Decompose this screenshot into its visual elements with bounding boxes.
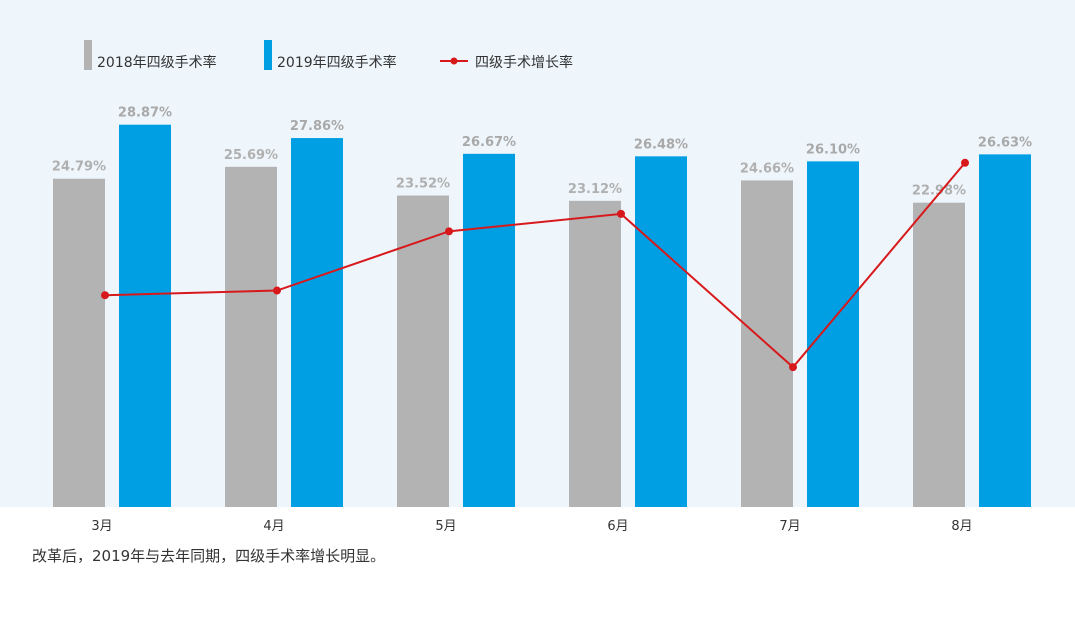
bar-2018-2 (225, 166, 277, 507)
bar-2019-3 (463, 153, 515, 508)
bar-2019-4 (635, 156, 687, 507)
x-axis-ticks: 3月 4月 5月 6月 7月 8月 (91, 519, 972, 534)
bar-2018-4 (569, 200, 621, 507)
x-tick-label: 8月 (951, 519, 972, 534)
data-label-2019-4: 26.48% (634, 137, 688, 152)
bar-2019-2 (291, 138, 343, 508)
growth-point-4 (617, 209, 625, 218)
bar-2018-1 (53, 178, 105, 507)
bar-2019-1 (119, 124, 171, 507)
data-label-2018-4: 23.12% (568, 182, 622, 197)
growth-point-5 (789, 363, 797, 372)
data-label-2019-6: 26.63% (978, 135, 1032, 150)
bars (53, 124, 1031, 508)
data-label-2019-5: 26.10% (806, 142, 860, 157)
growth-line (101, 158, 969, 372)
growth-line-path (104, 162, 966, 369)
bar-2018-6 (913, 202, 965, 507)
bar-2018-3 (397, 195, 449, 507)
legend-label-2018: 2018年四级手术率 (97, 54, 217, 71)
legend-marker-growth (450, 57, 458, 65)
legend: 2018年四级手术率 2019年四级手术率 四级手术增长率 (84, 40, 573, 71)
caption: 改革后，2019年与去年同期，四级手术率增长明显。 (32, 547, 386, 565)
data-label-2019-2: 27.86% (290, 119, 344, 134)
bar-2019-5 (807, 161, 859, 507)
legend-swatch-2019 (264, 40, 272, 70)
data-label-2019-1: 28.87% (118, 106, 172, 121)
data-label-2019-3: 26.67% (462, 135, 516, 150)
growth-point-1 (101, 291, 109, 300)
data-label-2018-1: 24.79% (52, 160, 106, 175)
x-tick-label: 7月 (779, 519, 800, 534)
legend-swatch-2018 (84, 40, 92, 70)
bar-labels: 24.79% 28.87% 25.69% 27.86% 23.52% 26.67% 23.1… (52, 106, 1032, 199)
plot-background (0, 0, 1075, 507)
growth-point-2 (273, 286, 281, 295)
data-label-2018-6: 22.98% (912, 184, 966, 199)
x-tick-label: 5月 (435, 519, 456, 534)
legend-label-2019: 2019年四级手术率 (277, 54, 397, 71)
data-label-2018-5: 24.66% (740, 161, 794, 176)
legend-label-growth: 四级手术增长率 (475, 54, 573, 71)
x-tick-label: 4月 (263, 519, 284, 534)
data-label-2018-2: 25.69% (224, 148, 278, 163)
chart: 2018年四级手术率 2019年四级手术率 四级手术增长率 24.79% 28.8… (0, 0, 1075, 534)
growth-point-3 (445, 227, 453, 236)
bar-2019-6 (979, 154, 1031, 507)
x-tick-label: 3月 (91, 519, 112, 534)
x-tick-label: 6月 (607, 519, 628, 534)
growth-point-6 (961, 158, 969, 167)
data-label-2018-3: 23.52% (396, 177, 450, 192)
